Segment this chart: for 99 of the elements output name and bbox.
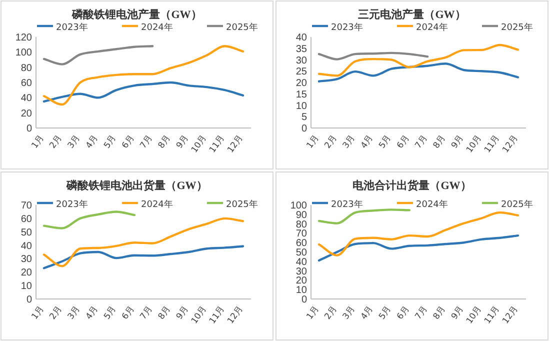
x-tick-label: 11月 — [208, 132, 228, 155]
x-tick-label: 2月 — [48, 304, 65, 322]
y-tick-label: 10 — [296, 285, 308, 296]
y-tick-label: 40 — [20, 240, 32, 252]
x-tick-label: 6月 — [395, 132, 412, 151]
x-tick-label: 7月 — [138, 304, 156, 322]
x-tick-label: 5月 — [102, 304, 119, 322]
x-tick-label: 11月 — [482, 304, 502, 326]
y-tick-label: 20 — [296, 276, 308, 287]
y-tick-label: 40 — [296, 256, 308, 268]
y-tick-label: 10 — [20, 281, 32, 292]
y-tick-label: 30 — [20, 254, 32, 266]
legend-label: 2025年 — [501, 199, 533, 210]
x-tick-label: 12月 — [226, 132, 246, 155]
y-tick-label: 70 — [20, 200, 32, 212]
x-tick-label: 6月 — [120, 304, 137, 322]
y-tick-label: 40 — [296, 32, 308, 44]
legend-label: 2024年 — [141, 22, 173, 33]
x-tick-label: 10月 — [464, 132, 484, 155]
x-tick-label: 7月 — [414, 304, 430, 322]
y-tick-label: 10 — [296, 100, 308, 112]
y-tick-label: 70 — [296, 228, 308, 240]
legend-label: 2025年 — [226, 22, 258, 33]
x-tick-label: 7月 — [138, 132, 156, 151]
x-tick-label: 8月 — [156, 304, 174, 322]
legend-label: 2023年 — [331, 199, 363, 210]
y-tick-label: 80 — [296, 219, 308, 230]
x-tick-label: 8月 — [432, 132, 448, 151]
legend-label: 2024年 — [141, 199, 173, 210]
x-tick-label: 11月 — [208, 304, 228, 326]
x-tick-label: 3月 — [341, 304, 358, 322]
chart-title: 三元电池产量（GW） — [358, 8, 466, 21]
y-tick-label: 20 — [296, 78, 308, 89]
y-tick-label: 15 — [296, 89, 308, 100]
x-tick-label: 5月 — [377, 132, 394, 151]
y-tick-label: 0 — [301, 124, 308, 134]
y-tick-label: 120 — [15, 32, 32, 44]
x-tick-label: 12月 — [500, 132, 520, 155]
x-tick-label: 3月 — [341, 132, 358, 151]
x-tick-label: 1月 — [304, 132, 322, 151]
y-tick-label: 60 — [20, 214, 32, 225]
x-tick-label: 6月 — [395, 304, 412, 322]
y-tick-label: 30 — [296, 266, 308, 278]
y-tick-label: 20 — [20, 268, 32, 279]
y-tick-label: 80 — [20, 62, 32, 74]
legend-label: 2023年 — [56, 199, 88, 210]
x-tick-label: 9月 — [174, 304, 192, 322]
chart-title: 磷酸铁锂电池出货量（GW） — [66, 179, 208, 192]
y-tick-label: 20 — [20, 108, 32, 120]
y-tick-label: 100 — [290, 200, 308, 212]
x-tick-label: 5月 — [377, 304, 394, 322]
x-tick-label: 8月 — [156, 132, 174, 151]
legend-label: 2024年 — [416, 22, 448, 33]
x-tick-label: 9月 — [450, 132, 466, 151]
x-tick-label: 1月 — [30, 132, 46, 151]
x-tick-label: 3月 — [66, 304, 83, 322]
y-tick-label: 0 — [26, 294, 32, 306]
x-tick-label: 4月 — [359, 132, 376, 151]
y-tick-label: 30 — [296, 55, 308, 66]
y-tick-label: 60 — [20, 78, 32, 89]
legend-label: 2023年 — [331, 22, 363, 33]
x-tick-label: 9月 — [174, 132, 192, 151]
x-tick-label: 2月 — [48, 132, 65, 151]
x-tick-label: 9月 — [450, 304, 466, 322]
x-tick-label: 12月 — [226, 304, 246, 326]
x-tick-label: 12月 — [500, 304, 520, 326]
legend-label: 2023年 — [56, 22, 88, 33]
x-tick-label: 10月 — [190, 132, 210, 155]
y-tick-label: 50 — [296, 248, 308, 258]
chart-title: 电池合计出货量（GW） — [352, 179, 472, 192]
legend-label: 2025年 — [226, 199, 258, 210]
x-tick-label: 4月 — [359, 304, 376, 322]
y-tick-label: 5 — [301, 112, 308, 124]
x-tick-label: 10月 — [464, 304, 484, 326]
y-tick-label: 0 — [301, 294, 308, 306]
x-tick-label: 10月 — [190, 304, 210, 326]
x-tick-label: 2月 — [323, 304, 340, 322]
x-tick-label: 1月 — [30, 304, 46, 322]
x-tick-label: 4月 — [84, 304, 101, 322]
legend-label: 2024年 — [416, 199, 448, 210]
x-tick-label: 7月 — [414, 132, 430, 151]
x-tick-label: 5月 — [102, 132, 119, 151]
x-tick-label: 8月 — [432, 304, 448, 322]
legend-label: 2025年 — [501, 22, 533, 33]
y-tick-label: 0 — [26, 124, 32, 134]
y-tick-label: 100 — [15, 48, 32, 59]
y-tick-label: 35 — [296, 44, 308, 55]
x-tick-label: 6月 — [120, 132, 137, 151]
x-tick-label: 11月 — [482, 132, 502, 155]
x-tick-label: 4月 — [84, 132, 101, 151]
y-tick-label: 40 — [20, 93, 32, 104]
y-tick-label: 50 — [20, 227, 32, 238]
x-tick-label: 3月 — [66, 132, 83, 151]
x-tick-label: 1月 — [304, 304, 322, 322]
y-tick-label: 25 — [296, 66, 308, 78]
y-tick-label: 60 — [296, 238, 308, 250]
x-tick-label: 2月 — [323, 132, 340, 151]
y-tick-label: 90 — [296, 210, 308, 221]
chart-title: 磷酸铁锂电池产量（GW） — [71, 8, 202, 21]
